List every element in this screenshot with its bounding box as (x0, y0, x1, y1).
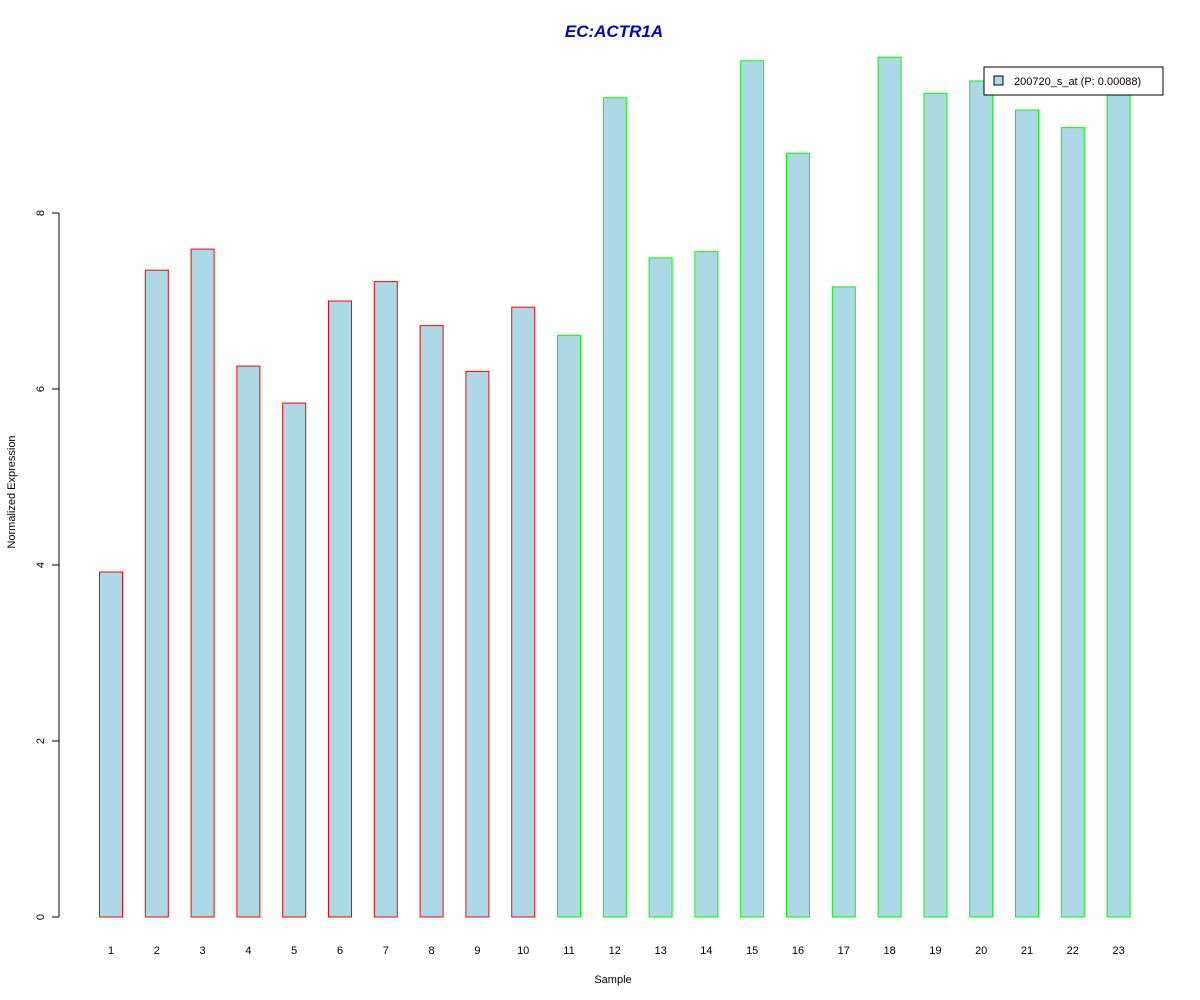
x-tick-label: 15 (746, 945, 758, 957)
x-tick-label: 10 (517, 945, 529, 957)
bar-sample-13 (648, 257, 673, 918)
bar-sample-8 (419, 325, 444, 918)
x-tick-label: 23 (1112, 945, 1124, 957)
bar-sample-23 (1106, 88, 1131, 918)
bar-sample-3 (190, 248, 215, 918)
x-tick-label: 16 (792, 945, 804, 957)
y-tick-label: 8 (35, 210, 47, 216)
legend: 200720_s_at (P: 0.00088) (983, 66, 1164, 96)
x-tick-label: 1 (108, 945, 114, 957)
bar-sample-22 (1060, 127, 1085, 918)
x-tick-label: 20 (975, 945, 987, 957)
bar-sample-10 (511, 306, 536, 918)
bar-sample-12 (602, 97, 627, 918)
y-axis-label: Normalized Expression (6, 435, 18, 548)
x-axis-label: Sample (594, 974, 631, 986)
x-tick-label: 5 (291, 945, 297, 957)
bar-sample-2 (144, 269, 169, 918)
y-axis: 0 2 4 6 8 (35, 210, 60, 920)
bar-sample-7 (373, 281, 398, 918)
bar-sample-19 (923, 92, 948, 918)
x-tick-label: 6 (337, 945, 343, 957)
legend-box (983, 66, 1164, 96)
bar-sample-4 (236, 365, 261, 918)
bar-sample-14 (694, 251, 719, 918)
x-tick-label: 11 (563, 945, 574, 957)
bar-sample-21 (1015, 109, 1039, 918)
legend-swatch (993, 75, 1004, 86)
x-tick-label: 2 (154, 945, 160, 957)
bar-sample-11 (557, 334, 581, 918)
x-tick-label: 17 (838, 945, 850, 957)
bar-sample-5 (282, 402, 307, 918)
bar-sample-18 (877, 56, 902, 918)
x-tick-labels: 1 2 3 4 5 6 7 8 9 10 11 12 13 14 15 16 17 18 19 20 21 22 23 (108, 945, 1125, 957)
x-tick-label: 9 (474, 945, 480, 957)
y-tick-label: 0 (35, 914, 47, 920)
x-tick-label: 12 (609, 945, 621, 957)
y-tick-label: 2 (35, 738, 47, 744)
x-tick-label: 14 (700, 945, 712, 957)
y-tick-label: 6 (35, 386, 47, 392)
bar-sample-16 (786, 152, 810, 918)
legend-label: 200720_s_at (P: 0.00088) (1014, 76, 1141, 88)
x-tick-label: 4 (245, 945, 251, 957)
x-tick-label: 8 (429, 945, 435, 957)
x-tick-label: 7 (383, 945, 389, 957)
bar-sample-15 (740, 60, 765, 918)
x-tick-label: 3 (200, 945, 206, 957)
bar-sample-9 (465, 370, 490, 918)
bar-sample-1 (99, 571, 123, 918)
x-tick-label: 19 (929, 945, 941, 957)
bar-sample-17 (831, 286, 856, 918)
y-tick-label: 4 (35, 562, 47, 568)
bar-sample-20 (969, 80, 994, 918)
x-tick-label: 18 (883, 945, 895, 957)
bar-sample-6 (328, 300, 352, 918)
chart-title: EC:ACTR1A (565, 22, 663, 41)
x-tick-label: 13 (654, 945, 666, 957)
x-tick-label: 22 (1067, 945, 1079, 957)
bars-group (99, 56, 1131, 918)
x-tick-label: 21 (1021, 945, 1033, 957)
